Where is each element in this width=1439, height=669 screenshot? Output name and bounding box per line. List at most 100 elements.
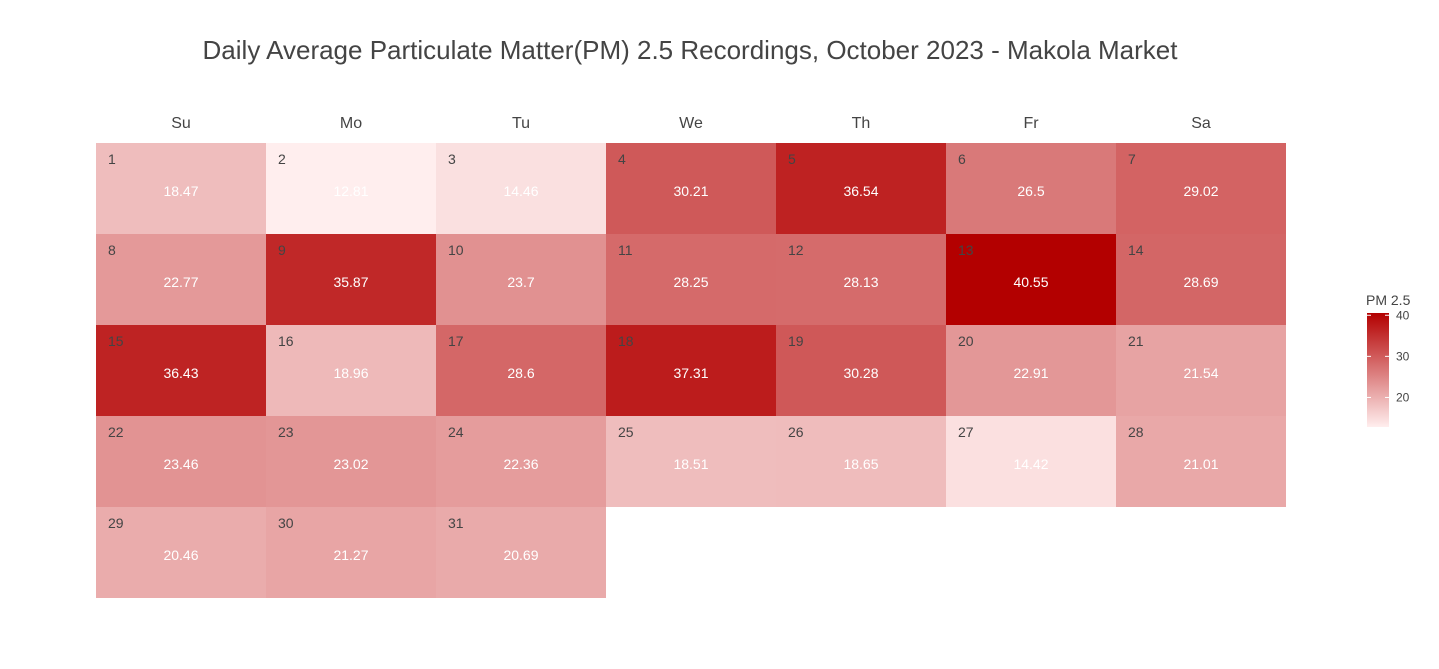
pm-value-label: 21.27 bbox=[333, 547, 368, 563]
chart-title: Daily Average Particulate Matter(PM) 2.5… bbox=[203, 35, 1179, 65]
pm-value-label: 20.69 bbox=[503, 547, 538, 563]
legend-colorbar bbox=[1367, 313, 1389, 427]
day-cell-24[interactable]: 24 22.36 bbox=[436, 416, 606, 507]
day-number: 16 bbox=[278, 333, 294, 349]
day-cell-17[interactable]: 17 28.6 bbox=[436, 325, 606, 416]
day-cell-fill bbox=[776, 416, 946, 507]
pm-value-label: 14.42 bbox=[1013, 456, 1048, 472]
day-cell-5[interactable]: 536.54 bbox=[776, 143, 946, 234]
pm-value-label: 22.91 bbox=[1013, 365, 1048, 381]
pm-value-label: 12.81 bbox=[333, 183, 368, 199]
day-cell-18[interactable]: 18 37.31 bbox=[606, 325, 776, 416]
day-cell-fill bbox=[266, 325, 436, 416]
day-cell-22[interactable]: 22 23.46 bbox=[96, 416, 266, 507]
day-number: 25 bbox=[618, 424, 634, 440]
legend-tick-label: 20 bbox=[1396, 390, 1410, 404]
pm-value-label: 36.54 bbox=[843, 183, 878, 199]
pm-value-label: 23.46 bbox=[163, 456, 198, 472]
day-cell-31[interactable]: 31 20.69 bbox=[436, 507, 606, 598]
day-cell-fill bbox=[606, 416, 776, 507]
day-cell-fill bbox=[1116, 416, 1286, 507]
day-cell-8[interactable]: 822.77 bbox=[96, 234, 266, 325]
day-cell-29[interactable]: 29 20.46 bbox=[96, 507, 266, 598]
day-number: 7 bbox=[1128, 151, 1136, 167]
day-cell-fill bbox=[96, 507, 266, 598]
day-number: 9 bbox=[278, 242, 286, 258]
day-cell-27[interactable]: 27 14.42 bbox=[946, 416, 1116, 507]
legend-title: PM 2.5 bbox=[1366, 292, 1411, 308]
day-cell-fill bbox=[436, 325, 606, 416]
pm-value-label: 35.87 bbox=[333, 274, 368, 290]
day-number: 8 bbox=[108, 242, 116, 258]
day-cell-21[interactable]: 21 21.54 bbox=[1116, 325, 1286, 416]
day-cell-fill bbox=[606, 234, 776, 325]
day-cell-10[interactable]: 10 23.7 bbox=[436, 234, 606, 325]
day-cell-11[interactable]: 11 28.25 bbox=[606, 234, 776, 325]
pm-value-label: 28.13 bbox=[843, 274, 878, 290]
day-number: 15 bbox=[108, 333, 124, 349]
pm-value-label: 36.43 bbox=[163, 365, 198, 381]
day-number: 21 bbox=[1128, 333, 1144, 349]
day-cell-23[interactable]: 23 23.02 bbox=[266, 416, 436, 507]
day-cell-30[interactable]: 30 21.27 bbox=[266, 507, 436, 598]
day-cell-fill bbox=[1116, 143, 1286, 234]
day-cell-28[interactable]: 28 21.01 bbox=[1116, 416, 1286, 507]
pm-value-label: 22.36 bbox=[503, 456, 538, 472]
day-cell-fill bbox=[946, 143, 1116, 234]
day-cell-fill bbox=[266, 416, 436, 507]
day-cell-1[interactable]: 118.47 bbox=[96, 143, 266, 234]
day-cell-6[interactable]: 626.5 bbox=[946, 143, 1116, 234]
day-cell-4[interactable]: 430.21 bbox=[606, 143, 776, 234]
day-cell-fill bbox=[776, 234, 946, 325]
day-number: 1 bbox=[108, 151, 116, 167]
day-cell-3[interactable]: 314.46 bbox=[436, 143, 606, 234]
pm-value-label: 14.46 bbox=[503, 183, 538, 199]
day-number: 5 bbox=[788, 151, 796, 167]
legend-tick-label: 30 bbox=[1396, 349, 1410, 363]
weekday-label-mo: Mo bbox=[340, 115, 362, 132]
day-cell-fill bbox=[266, 234, 436, 325]
pm-value-label: 28.25 bbox=[673, 274, 708, 290]
day-cell-fill bbox=[1116, 234, 1286, 325]
day-number: 14 bbox=[1128, 242, 1144, 258]
day-number: 17 bbox=[448, 333, 464, 349]
pm-value-label: 29.02 bbox=[1183, 183, 1218, 199]
day-cell-26[interactable]: 26 18.65 bbox=[776, 416, 946, 507]
day-number: 10 bbox=[448, 242, 464, 258]
pm-value-label: 18.96 bbox=[333, 365, 368, 381]
day-number: 24 bbox=[448, 424, 464, 440]
pm-value-label: 30.28 bbox=[843, 365, 878, 381]
day-cell-fill bbox=[946, 234, 1116, 325]
day-cell-15[interactable]: 15 36.43 bbox=[96, 325, 266, 416]
day-cell-fill bbox=[96, 234, 266, 325]
day-cell-9[interactable]: 935.87 bbox=[266, 234, 436, 325]
day-number: 22 bbox=[108, 424, 124, 440]
legend-tick-label: 40 bbox=[1396, 308, 1410, 322]
pm-value-label: 23.02 bbox=[333, 456, 368, 472]
day-cell-2[interactable]: 212.81 bbox=[266, 143, 436, 234]
day-cell-16[interactable]: 16 18.96 bbox=[266, 325, 436, 416]
pm-value-label: 21.54 bbox=[1183, 365, 1218, 381]
day-number: 30 bbox=[278, 515, 294, 531]
pm-value-label: 26.5 bbox=[1017, 183, 1044, 199]
pm-value-label: 20.46 bbox=[163, 547, 198, 563]
day-cell-12[interactable]: 12 28.13 bbox=[776, 234, 946, 325]
day-cell-fill bbox=[776, 143, 946, 234]
day-cell-25[interactable]: 25 18.51 bbox=[606, 416, 776, 507]
day-cell-fill bbox=[96, 143, 266, 234]
day-cell-fill bbox=[776, 325, 946, 416]
calendar-grid: 118.47212.81314.46430.21536.54626.5729.0… bbox=[96, 143, 1286, 598]
day-cell-14[interactable]: 14 28.69 bbox=[1116, 234, 1286, 325]
day-cell-fill bbox=[266, 507, 436, 598]
day-number: 28 bbox=[1128, 424, 1144, 440]
day-cell-7[interactable]: 729.02 bbox=[1116, 143, 1286, 234]
day-number: 31 bbox=[448, 515, 464, 531]
pm-value-label: 18.47 bbox=[163, 183, 198, 199]
day-cell-19[interactable]: 19 30.28 bbox=[776, 325, 946, 416]
day-number: 20 bbox=[958, 333, 974, 349]
day-cell-20[interactable]: 20 22.91 bbox=[946, 325, 1116, 416]
day-cell-13[interactable]: 13 40.55 bbox=[946, 234, 1116, 325]
pm-value-label: 18.51 bbox=[673, 456, 708, 472]
weekday-header: Su Mo Tu We Th Fr Sa bbox=[171, 115, 1211, 132]
pm-value-label: 21.01 bbox=[1183, 456, 1218, 472]
